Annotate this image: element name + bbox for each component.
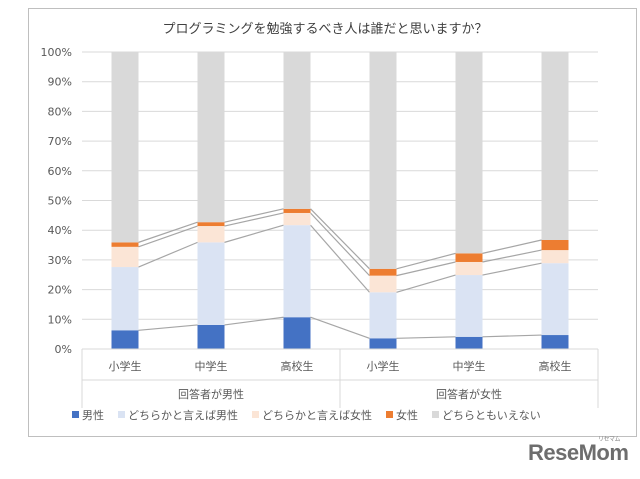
bar-segment [111, 267, 139, 331]
bar-segment [197, 222, 225, 227]
chart-title: プログラミングを勉強するべき人は誰だと思いますか？ [162, 21, 487, 37]
legend-swatch [432, 411, 439, 418]
series-connector-line [396, 274, 456, 293]
bar-segment [111, 330, 139, 349]
bar-segment [283, 212, 311, 226]
y-tick-label: 0% [55, 343, 72, 356]
bar-segment [541, 250, 569, 264]
y-tick-label: 100% [41, 46, 72, 59]
legend-label: どちらかと言えば男性 [128, 408, 238, 422]
x-tick-label: 中学生 [195, 359, 228, 373]
series-connector-line [138, 225, 198, 248]
x-tick-label: 高校生 [281, 359, 314, 373]
legend-label: どちらともいえない [442, 409, 541, 422]
group-label: 回答者が女性 [436, 387, 502, 401]
bar-segment [369, 275, 397, 293]
resemom-logo: ReseMom リセマム [528, 437, 629, 465]
series-connector-line [310, 224, 370, 293]
series-connector-line [138, 221, 198, 243]
x-tick-label: 小学生 [367, 359, 400, 373]
group-label: 回答者が男性 [178, 387, 244, 401]
y-tick-label: 80% [48, 105, 72, 118]
series-connector-line [482, 249, 542, 263]
y-tick-label: 70% [48, 135, 72, 148]
series-connector-line [482, 239, 542, 254]
bar-segment [455, 52, 483, 254]
series-connector-line [224, 208, 284, 223]
legend-label: 女性 [396, 408, 418, 422]
x-tick-label: 中学生 [453, 359, 486, 373]
bar-segment [541, 335, 569, 349]
x-tick-label: 高校生 [539, 359, 572, 373]
bar-segment [369, 292, 397, 339]
bar-segment [455, 253, 483, 262]
y-tick-label: 40% [48, 224, 72, 237]
bar-segment [283, 52, 311, 209]
series-connector-line [224, 224, 284, 243]
y-tick-label: 50% [48, 195, 72, 208]
bar-segment [369, 268, 397, 276]
bar-segment [455, 336, 483, 349]
legend-swatch [386, 411, 393, 418]
bar-segment [541, 263, 569, 336]
legend-label: どちらかと言えば女性 [262, 408, 372, 422]
y-tick-label: 90% [48, 76, 72, 89]
series-connector-line [310, 208, 370, 270]
bar-segment [283, 225, 311, 318]
bar-segment [111, 246, 139, 268]
series-connector-line [482, 334, 542, 338]
series-connector-line [396, 252, 456, 270]
legend-swatch [252, 411, 259, 418]
series-connector-line [310, 316, 370, 339]
bar-segment [369, 338, 397, 349]
bar-segment [541, 240, 569, 251]
series-connector-line [138, 241, 198, 268]
series-connector-line [224, 212, 284, 227]
bar-segment [455, 275, 483, 337]
legend-swatch [72, 411, 79, 418]
bar-segment [197, 226, 225, 243]
bar-segment [283, 208, 311, 213]
bar-segment [197, 324, 225, 349]
series-connector-line [138, 324, 198, 331]
series-connector-line [396, 336, 456, 339]
legend-label: 男性 [82, 408, 104, 422]
legend-swatch [118, 411, 125, 418]
bar-segment [369, 52, 397, 269]
series-connector-line [224, 316, 284, 326]
bar-segment [197, 52, 225, 223]
y-tick-label: 30% [48, 254, 72, 267]
bar-segment [541, 52, 569, 241]
series-connector-line [396, 261, 456, 277]
x-tick-label: 小学生 [109, 359, 142, 373]
bar-segment [197, 242, 225, 325]
series-connector-line [310, 212, 370, 277]
y-tick-label: 10% [48, 313, 72, 326]
bar-segment [111, 242, 139, 247]
y-tick-label: 20% [48, 284, 72, 297]
bar-segment [455, 261, 483, 276]
series-connector-line [482, 262, 542, 276]
y-tick-label: 60% [48, 165, 72, 178]
bar-segment [283, 317, 311, 349]
bar-segment [111, 52, 139, 243]
